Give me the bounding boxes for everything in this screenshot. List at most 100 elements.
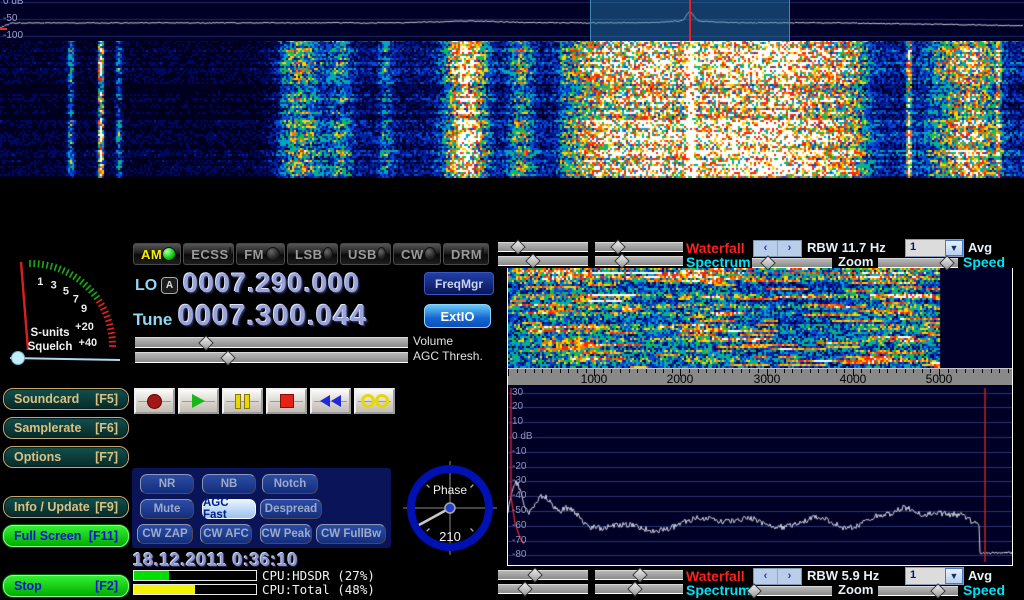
af-contrast-slider-2-thumb[interactable] <box>525 253 541 269</box>
af-scale-tick <box>844 369 845 373</box>
squelch-slider[interactable] <box>9 357 121 361</box>
side-button-info-update[interactable]: Info / Update [F9] <box>3 496 129 518</box>
transport-rewind-button[interactable] <box>310 388 351 414</box>
af-speed-label: Speed <box>963 582 1006 598</box>
af-zoom-slider[interactable] <box>745 583 832 599</box>
mode-button-fm[interactable]: FM <box>236 243 285 265</box>
spinner-right-arrow-icon[interactable]: › <box>787 242 792 254</box>
af-speed-slider[interactable] <box>878 583 958 599</box>
side-button-samplerate[interactable]: Samplerate [F6] <box>3 417 129 439</box>
mode-button-drm[interactable]: DRM <box>443 243 489 265</box>
af-frequency-scale[interactable]: 1000 2000 3000 4000 5000 <box>508 368 1012 386</box>
rf-spectrum[interactable]: 0 dB -50 -100 <box>0 0 1024 41</box>
af-db-label: -40 <box>512 490 527 502</box>
af-avg-select[interactable]: 1 ▼ <box>905 567 964 585</box>
side-button-stop[interactable]: Stop [F2] <box>3 575 129 597</box>
phase-needle <box>418 506 451 527</box>
af-scale-tick <box>913 369 914 373</box>
chevron-down-icon[interactable]: ▼ <box>945 568 963 584</box>
dsp-button-cw-afc[interactable]: CW AFC <box>200 524 252 544</box>
dsp-button-despread[interactable]: Despread <box>260 499 322 519</box>
mode-button-lsb[interactable]: LSB <box>287 243 338 265</box>
agc-threshold-slider[interactable] <box>135 349 408 366</box>
cpu-bar <box>133 584 257 595</box>
af-contrast-slider[interactable] <box>498 239 588 255</box>
af-scale-tick <box>758 369 759 373</box>
af-brightness-slider-2-thumb[interactable] <box>626 581 643 597</box>
phase-dial[interactable]: Phase 210 <box>403 461 497 555</box>
svg-text:5: 5 <box>63 286 69 298</box>
af-scale-label: 1000 <box>580 372 608 386</box>
af-range-spinner[interactable]: ‹ › <box>753 568 802 585</box>
af-scale-tick <box>870 369 871 373</box>
chevron-down-icon[interactable]: ▼ <box>945 240 963 256</box>
transport-stop-button[interactable] <box>266 388 307 414</box>
dsp-button-nr[interactable]: NR <box>140 474 194 494</box>
af-scale-tick <box>706 369 707 373</box>
spinner-left-arrow-icon[interactable]: ‹ <box>754 241 778 256</box>
af-brightness-slider[interactable] <box>595 239 683 255</box>
transport-record-button[interactable] <box>134 388 175 414</box>
cpu-bar <box>133 570 257 581</box>
af-contrast-slider-thumb[interactable] <box>527 567 543 583</box>
dsp-button-nb[interactable]: NB <box>202 474 256 494</box>
af-contrast-slider-thumb[interactable] <box>510 239 526 255</box>
af-contrast-slider-2[interactable] <box>498 581 588 597</box>
af-avg-value: 1 <box>910 569 917 581</box>
af-contrast-slider[interactable] <box>498 567 588 583</box>
transport-loop-button[interactable] <box>354 388 395 414</box>
svg-text:+40: +40 <box>79 337 98 349</box>
mode-button-cw[interactable]: CW <box>393 243 441 265</box>
mode-led-icon <box>228 247 231 261</box>
af-scale-tick <box>663 369 664 373</box>
agc-threshold-slider-thumb[interactable] <box>220 349 236 366</box>
dsp-button-agc-fast[interactable]: AGC Fast <box>202 497 256 521</box>
af-brightness-slider-2[interactable] <box>595 581 683 597</box>
af-avg-select[interactable]: 1 ▼ <box>905 239 964 257</box>
af-speed-slider[interactable] <box>878 255 958 271</box>
extio-button[interactable]: ExtIO <box>424 304 491 328</box>
lo-auto-badge[interactable]: A <box>161 277 178 294</box>
af-waterfall[interactable] <box>508 268 1012 368</box>
spinner-right-arrow-icon[interactable]: › <box>787 570 792 582</box>
af-range-spinner[interactable]: ‹ › <box>753 240 802 257</box>
af-brightness-slider-2[interactable] <box>595 253 683 269</box>
dsp-button-cw-fullbw[interactable]: CW FullBw <box>316 524 386 544</box>
af-brightness-slider-thumb[interactable] <box>610 239 626 255</box>
volume-slider[interactable] <box>135 334 408 351</box>
rewind-icon <box>320 395 341 407</box>
af-scale-tick <box>818 369 819 373</box>
tune-frequency-display[interactable]: 0007.300.044 <box>178 300 368 332</box>
af-scale-tick <box>784 369 785 373</box>
play-icon <box>192 394 205 408</box>
lo-frequency-display[interactable]: 0007.290.000 <box>183 268 361 298</box>
af-scale-tick <box>732 369 733 373</box>
af-spectrum[interactable]: 30 20 10 0 dB -10 -20 -30 -40 -50 -60 -70 -80 <box>508 385 1012 565</box>
af-scale-label: 5000 <box>925 372 953 386</box>
dsp-button-cw-zap[interactable]: CW ZAP <box>137 524 193 544</box>
volume-slider-thumb[interactable] <box>198 334 214 351</box>
side-button-options[interactable]: Options [F7] <box>3 446 129 468</box>
mode-button-usb[interactable]: USB <box>340 243 391 265</box>
af-brightness-slider-2-thumb[interactable] <box>614 253 631 269</box>
mode-button-ecss[interactable]: ECSS <box>183 243 235 265</box>
dsp-button-notch[interactable]: Notch <box>262 474 318 494</box>
side-button-full-screen[interactable]: Full Screen [F11] <box>3 525 129 547</box>
af-contrast-slider-2[interactable] <box>498 253 588 269</box>
af-scale-tick <box>586 369 587 373</box>
dsp-button-mute[interactable]: Mute <box>140 499 194 519</box>
spinner-left-arrow-icon[interactable]: ‹ <box>754 569 778 584</box>
mode-button-am[interactable]: AM <box>133 243 182 265</box>
dsp-button-cw-peak[interactable]: CW Peak <box>260 524 312 544</box>
transport-play-button[interactable] <box>178 388 219 414</box>
af-contrast-slider-2-thumb[interactable] <box>517 581 533 597</box>
squelch-slider-knob[interactable] <box>11 351 25 365</box>
transport-pause-button[interactable] <box>222 388 263 414</box>
af-scale-tick <box>646 369 647 373</box>
freqmgr-button[interactable]: FreqMgr <box>424 272 494 295</box>
side-button-soundcard[interactable]: Soundcard [F5] <box>3 388 129 410</box>
af-rbw-label: RBW 5.9 Hz <box>807 568 880 583</box>
af-zoom-slider[interactable] <box>752 255 832 271</box>
af-speed-slider-thumb[interactable] <box>930 583 946 599</box>
af-brightness-slider[interactable] <box>595 567 683 583</box>
